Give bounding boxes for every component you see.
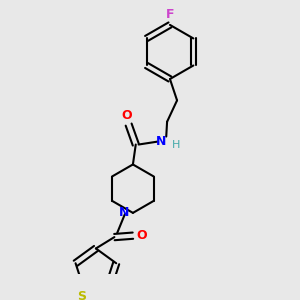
Text: O: O	[136, 229, 147, 242]
Text: H: H	[171, 140, 180, 149]
Text: S: S	[77, 290, 86, 300]
Text: O: O	[121, 109, 132, 122]
Text: N: N	[156, 135, 167, 148]
Text: F: F	[166, 8, 174, 21]
Text: N: N	[118, 206, 129, 219]
